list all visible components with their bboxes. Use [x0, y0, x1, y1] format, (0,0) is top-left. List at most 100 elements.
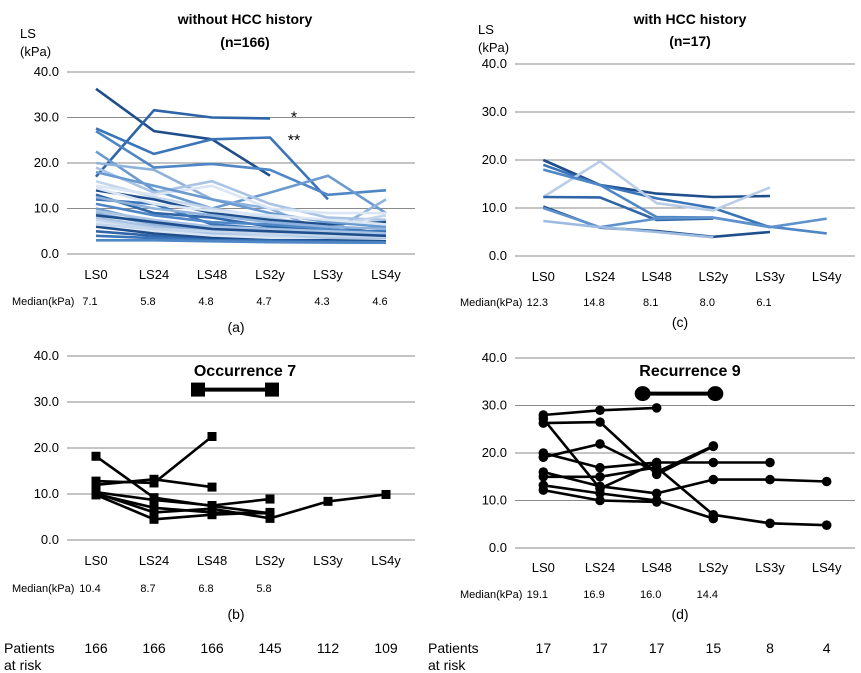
- x-tick-label: LS48: [197, 553, 227, 568]
- data-point: [595, 495, 605, 506]
- series-line: [543, 420, 714, 476]
- panel-b-chart: 0.0 10.0 20.0 30.0 40.0 LS0 LS24 LS48 LS2y LS3y LS…: [12, 348, 415, 622]
- y-tick-label: 20.0: [34, 440, 59, 455]
- x-tick-label: LS4y: [371, 553, 401, 568]
- annotation: *: [291, 110, 297, 127]
- median-value: 4.3: [314, 296, 329, 308]
- risk-count: 17: [536, 640, 552, 656]
- x-tick-label: LS24: [139, 553, 169, 568]
- x-tick-label: LS2y: [699, 269, 729, 284]
- x-tick-label: LS24: [585, 560, 615, 575]
- annotation: **: [288, 132, 300, 149]
- median-label: Median(kPa): [12, 296, 74, 308]
- series-line: [95, 223, 387, 238]
- panel-d-chart: 0.0 10.0 20.0 30.0 40.0 LS0 LS24 LS48 LS2y LS3y LS…: [460, 350, 855, 622]
- data-point: [595, 405, 605, 416]
- risk-count: 8: [766, 640, 774, 656]
- series-line: [96, 239, 386, 244]
- x-tick-label: LS24: [139, 267, 169, 282]
- y-tick-label: 20.0: [482, 445, 507, 460]
- x-tick-label: LS0: [532, 269, 555, 284]
- series-line: [95, 87, 271, 177]
- y-tick-label: 20.0: [34, 155, 59, 170]
- data-point: [265, 513, 275, 523]
- data-point: [595, 462, 605, 473]
- median-value: 5.8: [140, 296, 155, 308]
- chart-subtitle: (n=17): [669, 33, 711, 49]
- chart-title: without HCC history: [177, 11, 313, 27]
- panel-label: (a): [227, 319, 244, 335]
- x-tick-label: LS4y: [371, 267, 401, 282]
- x-tick-label: LS3y: [313, 553, 343, 568]
- series-line: [542, 206, 827, 229]
- median-value: 4.6: [372, 296, 387, 308]
- data-point: [651, 462, 662, 473]
- median-value: 4.8: [198, 296, 213, 308]
- series-line: [95, 209, 387, 235]
- series-line: [95, 184, 386, 215]
- data-point: [821, 520, 832, 530]
- x-tick-label: LS4y: [812, 560, 842, 575]
- y-axis-unit: (kPa): [20, 44, 51, 59]
- data-point: [381, 489, 391, 499]
- data-point: [765, 457, 775, 468]
- y-tick-label: 30.0: [34, 110, 59, 125]
- series-line: [95, 493, 271, 521]
- series-line: [95, 214, 387, 238]
- y-tick-label: 40.0: [34, 348, 59, 363]
- data-point: [595, 471, 605, 482]
- series-line: [95, 170, 387, 228]
- risk-label-line1-right: Patients: [428, 640, 479, 656]
- x-tick-label: LS3y: [313, 267, 343, 282]
- median-value: 7.1: [82, 296, 97, 308]
- data-point: [538, 414, 549, 424]
- legend-marker: [707, 386, 724, 402]
- series-line: [542, 163, 771, 229]
- legend-marker: [634, 386, 651, 402]
- median-value: 12.3: [527, 297, 548, 309]
- risk-count: 4: [823, 640, 831, 656]
- risk-count: 112: [317, 640, 340, 656]
- data-point: [765, 474, 775, 485]
- data-point: [651, 497, 662, 507]
- panel-c-chart: 0.0 10.0 20.0 30.0 40.0 LS0 LS24 LS48 LS2y LS3y LS…: [460, 11, 855, 330]
- series-line: [95, 166, 387, 222]
- data-point: [595, 481, 605, 492]
- series-line: [95, 129, 387, 197]
- x-tick-label: LS0: [84, 267, 107, 282]
- chart-title: with HCC history: [633, 11, 747, 27]
- x-tick-label: LS3y: [755, 269, 785, 284]
- median-value: 4.7: [256, 296, 271, 308]
- data-point: [708, 457, 719, 468]
- risk-count: 15: [706, 640, 722, 656]
- median-value: 8.0: [700, 297, 715, 309]
- series-line: [542, 158, 771, 199]
- median-value: 5.8: [256, 583, 271, 595]
- y-tick-label: 0.0: [41, 532, 59, 547]
- data-point: [91, 480, 101, 490]
- data-point: [538, 471, 549, 482]
- x-tick-label: LS4y: [812, 269, 842, 284]
- data-point: [265, 508, 275, 518]
- risk-count: 17: [649, 640, 665, 656]
- data-point: [91, 489, 101, 499]
- median-value: 16.0: [640, 589, 661, 601]
- y-tick-label: 20.0: [482, 152, 507, 167]
- patients-at-risk: Patients at risk Patients at risk 166 166…: [4, 640, 831, 673]
- median-value: 16.9: [583, 589, 604, 601]
- risk-label-line1: Patients: [4, 640, 55, 656]
- y-tick-label: 0.0: [489, 540, 507, 555]
- risk-count: 166: [200, 640, 224, 656]
- data-point: [765, 518, 775, 529]
- series-line: [543, 219, 714, 239]
- x-tick-label: LS48: [641, 269, 671, 284]
- median-value: 6.1: [756, 297, 771, 309]
- data-point: [207, 482, 217, 492]
- risk-count: 17: [592, 640, 608, 656]
- y-axis-unit: (kPa): [478, 40, 509, 55]
- y-tick-label: 10.0: [34, 201, 59, 216]
- series-line: [95, 202, 387, 235]
- data-point: [149, 503, 159, 513]
- data-point: [91, 451, 101, 461]
